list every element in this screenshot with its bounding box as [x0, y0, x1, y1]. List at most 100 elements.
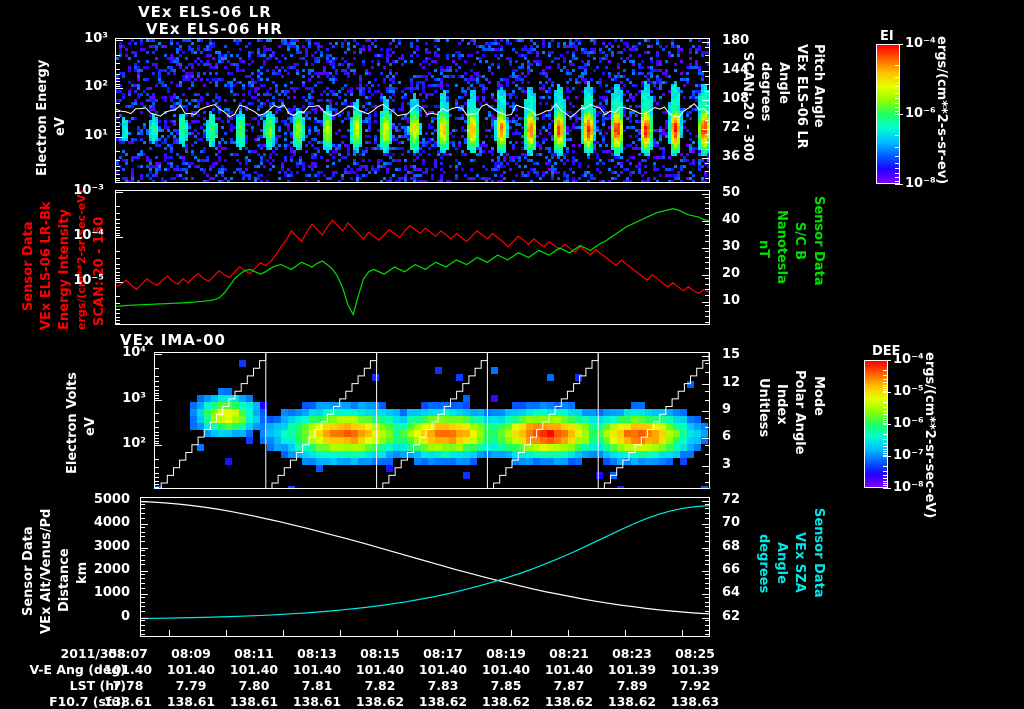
panel2-right-axis-label-4: nT: [756, 240, 771, 259]
p4-left-minortick: [140, 513, 145, 514]
p2-right-tick-3: 20: [722, 266, 741, 282]
p2-left-minortick: [115, 219, 120, 221]
panel3-left-axis-label-1: Electron Volts: [65, 372, 80, 474]
p4-right-tick-4: 64: [722, 585, 741, 601]
p2-right-minortick: [705, 224, 710, 226]
bottom-table-cell: 101.40: [481, 662, 531, 677]
p3-right-minortick: [705, 372, 710, 374]
p1-right-minortick: [705, 61, 710, 63]
colorbar2-tickmark-3: [883, 456, 891, 457]
p3-right-tickmark-2: [702, 410, 710, 412]
p1-right-tick-4: 36: [722, 149, 741, 165]
panel-altitude-sza: [140, 497, 710, 637]
bottom-table-cell: 138.61: [103, 694, 153, 709]
p4-left-minortick: [140, 559, 145, 561]
colorbar1-tick-1: 10⁻⁶: [905, 106, 936, 121]
p1-right-tickmark-1: [702, 71, 710, 73]
panel2-left-axis-label-4: ergs/(cm**2-sr-sec-eV): [75, 189, 88, 330]
p4-left-tickmark-2: [140, 547, 148, 549]
bottom-table-cell: 08:09: [171, 646, 211, 661]
p3-right-tick-3: 6: [722, 429, 732, 445]
p1-left-minortick: [115, 63, 120, 65]
colorbar2-minortick: [883, 379, 887, 381]
p2-right-minortick: [705, 310, 710, 312]
bottom-table-cell: 7.92: [679, 678, 711, 693]
p4-right-minortick: [705, 587, 710, 589]
p3-left-minortick: [154, 431, 159, 433]
p1-right-minortick: [705, 170, 710, 172]
p3-right-minortick: [705, 417, 710, 419]
colorbar2-minortick: [883, 465, 887, 467]
p3-left-minortick: [154, 480, 159, 482]
p2-left-tickmark-1: [115, 237, 123, 238]
p4-left-minortick: [140, 587, 145, 589]
panel4-left-axis-label-1: Sensor Data: [21, 526, 36, 616]
p4-right-minortick: [705, 541, 710, 542]
p3-right-minortick: [705, 472, 710, 474]
p4-left-tickmark-0: [140, 500, 148, 502]
p4-right-minortick: [705, 508, 710, 510]
p1-right-minortick: [705, 119, 710, 121]
bottom-table-cell: 101.40: [229, 662, 279, 677]
colorbar1-minortick: [895, 156, 899, 158]
time-tickmark: [681, 630, 683, 636]
panel4-right-axis-label-1: Sensor Data: [811, 508, 826, 598]
p4-right-minortick: [705, 601, 710, 603]
p1-left-tickmark-2: [115, 136, 123, 138]
p4-left-minortick: [140, 629, 145, 631]
p4-right-minortick: [705, 513, 710, 514]
colorbar2-minortick: [883, 390, 887, 392]
colorbar2-tick-1: 10⁻⁵: [893, 384, 924, 399]
p4-left-minortick: [140, 597, 145, 598]
bottom-table-cell: 138.62: [481, 694, 531, 709]
bottom-table-cell: 08:07: [108, 646, 148, 661]
colorbar2-minortick: [883, 451, 887, 453]
p2-left-minortick: [115, 279, 120, 281]
panel4-right-axis-label-3: Angle: [774, 542, 789, 584]
p4-right-minortick: [705, 559, 710, 561]
p2-left-minortick: [115, 309, 120, 311]
colorbar2-minortick: [883, 484, 887, 486]
p3-left-minortick: [154, 397, 159, 399]
p4-left-minortick: [140, 550, 145, 552]
colorbar1-minortick: [895, 173, 899, 175]
p4-right-minortick: [705, 634, 710, 636]
panel-ima-spectrogram: [154, 352, 710, 489]
panel4-left-axis-label-2: VEx Alt/Venus/Pd: [39, 508, 54, 634]
p4-left-minortick: [140, 503, 145, 505]
p3-left-minortick: [154, 477, 159, 479]
colorbar2-tick-4: 10⁻⁸: [893, 480, 924, 495]
panel2-traces: [116, 208, 709, 317]
p2-left-tickmark-0: [115, 192, 123, 193]
p3-right-tick-2: 9: [722, 401, 732, 417]
time-tickmark: [510, 630, 512, 636]
p2-right-tick-2: 30: [722, 239, 741, 255]
time-tickmark: [282, 630, 284, 636]
p1-left-tick-0: 10³: [84, 31, 108, 46]
p4-left-tickmark-1: [140, 524, 148, 526]
panel2-left-axis-label-1: Sensor Data: [21, 221, 36, 311]
p4-right-minortick: [705, 625, 710, 626]
p4-right-minortick: [705, 527, 710, 528]
colorbar2-minortick: [883, 416, 887, 418]
p3-right-minortick: [705, 481, 710, 483]
p1-left-tick-2: 10¹: [84, 127, 108, 143]
p1-right-minortick: [705, 112, 710, 114]
p1-right-minortick: [705, 105, 710, 107]
p2-right-minortick: [705, 278, 710, 280]
p3-left-minortick: [154, 443, 159, 445]
p1-left-minortick: [115, 73, 120, 75]
panel-energy-intensity-bfield: [115, 190, 710, 325]
p3-right-tick-0: 15: [722, 347, 741, 363]
panel2-left-axis-label-2: VEx ELS-06 LR-Bk: [39, 201, 54, 330]
colorbar1-minortick: [895, 98, 899, 100]
colorbar1-minortick: [895, 92, 899, 94]
colorbar1-minortick: [895, 65, 899, 67]
panel2-right-axis-label-1: Sensor Data: [811, 196, 826, 286]
bottom-table-cell: 7.80: [238, 678, 270, 693]
p2-left-minortick: [115, 250, 120, 252]
colorbar2-tick-0: 10⁻⁴: [893, 352, 924, 367]
p2-left-minortick: [115, 317, 120, 319]
colorbar2-minortick: [883, 483, 887, 485]
colorbar1-name: EI: [880, 29, 894, 44]
